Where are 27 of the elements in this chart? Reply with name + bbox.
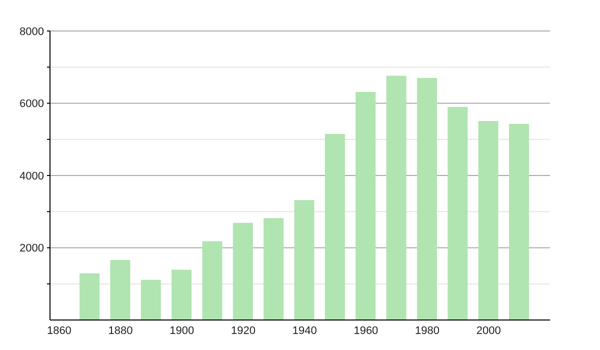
y-tick-label: 2000 xyxy=(20,242,44,255)
x-tick-label: 2000 xyxy=(476,324,501,337)
bar xyxy=(356,92,376,320)
bar xyxy=(294,200,314,320)
bar xyxy=(264,218,284,320)
x-tick-label: 1880 xyxy=(108,324,133,337)
y-tick-label: 8000 xyxy=(20,26,44,38)
bar xyxy=(140,280,161,320)
x-tick-label: 1980 xyxy=(415,324,440,337)
bar xyxy=(172,270,192,320)
x-tick-label: 1960 xyxy=(354,324,378,337)
bar xyxy=(508,124,529,320)
bar xyxy=(80,273,100,320)
bar xyxy=(232,222,253,320)
y-tick-label: 4000 xyxy=(20,170,44,182)
bar xyxy=(416,78,437,320)
x-tick-label: 1900 xyxy=(170,324,194,337)
bar xyxy=(448,106,468,320)
y-tick-label: 6000 xyxy=(20,98,44,110)
x-tick-label: 1860 xyxy=(46,324,72,337)
x-tick-label: 1940 xyxy=(292,324,317,337)
bar xyxy=(202,241,222,320)
bar xyxy=(478,120,498,320)
x-tick-label: 1920 xyxy=(231,324,256,337)
bar xyxy=(386,76,406,320)
bar xyxy=(110,260,130,320)
bar xyxy=(324,134,345,320)
